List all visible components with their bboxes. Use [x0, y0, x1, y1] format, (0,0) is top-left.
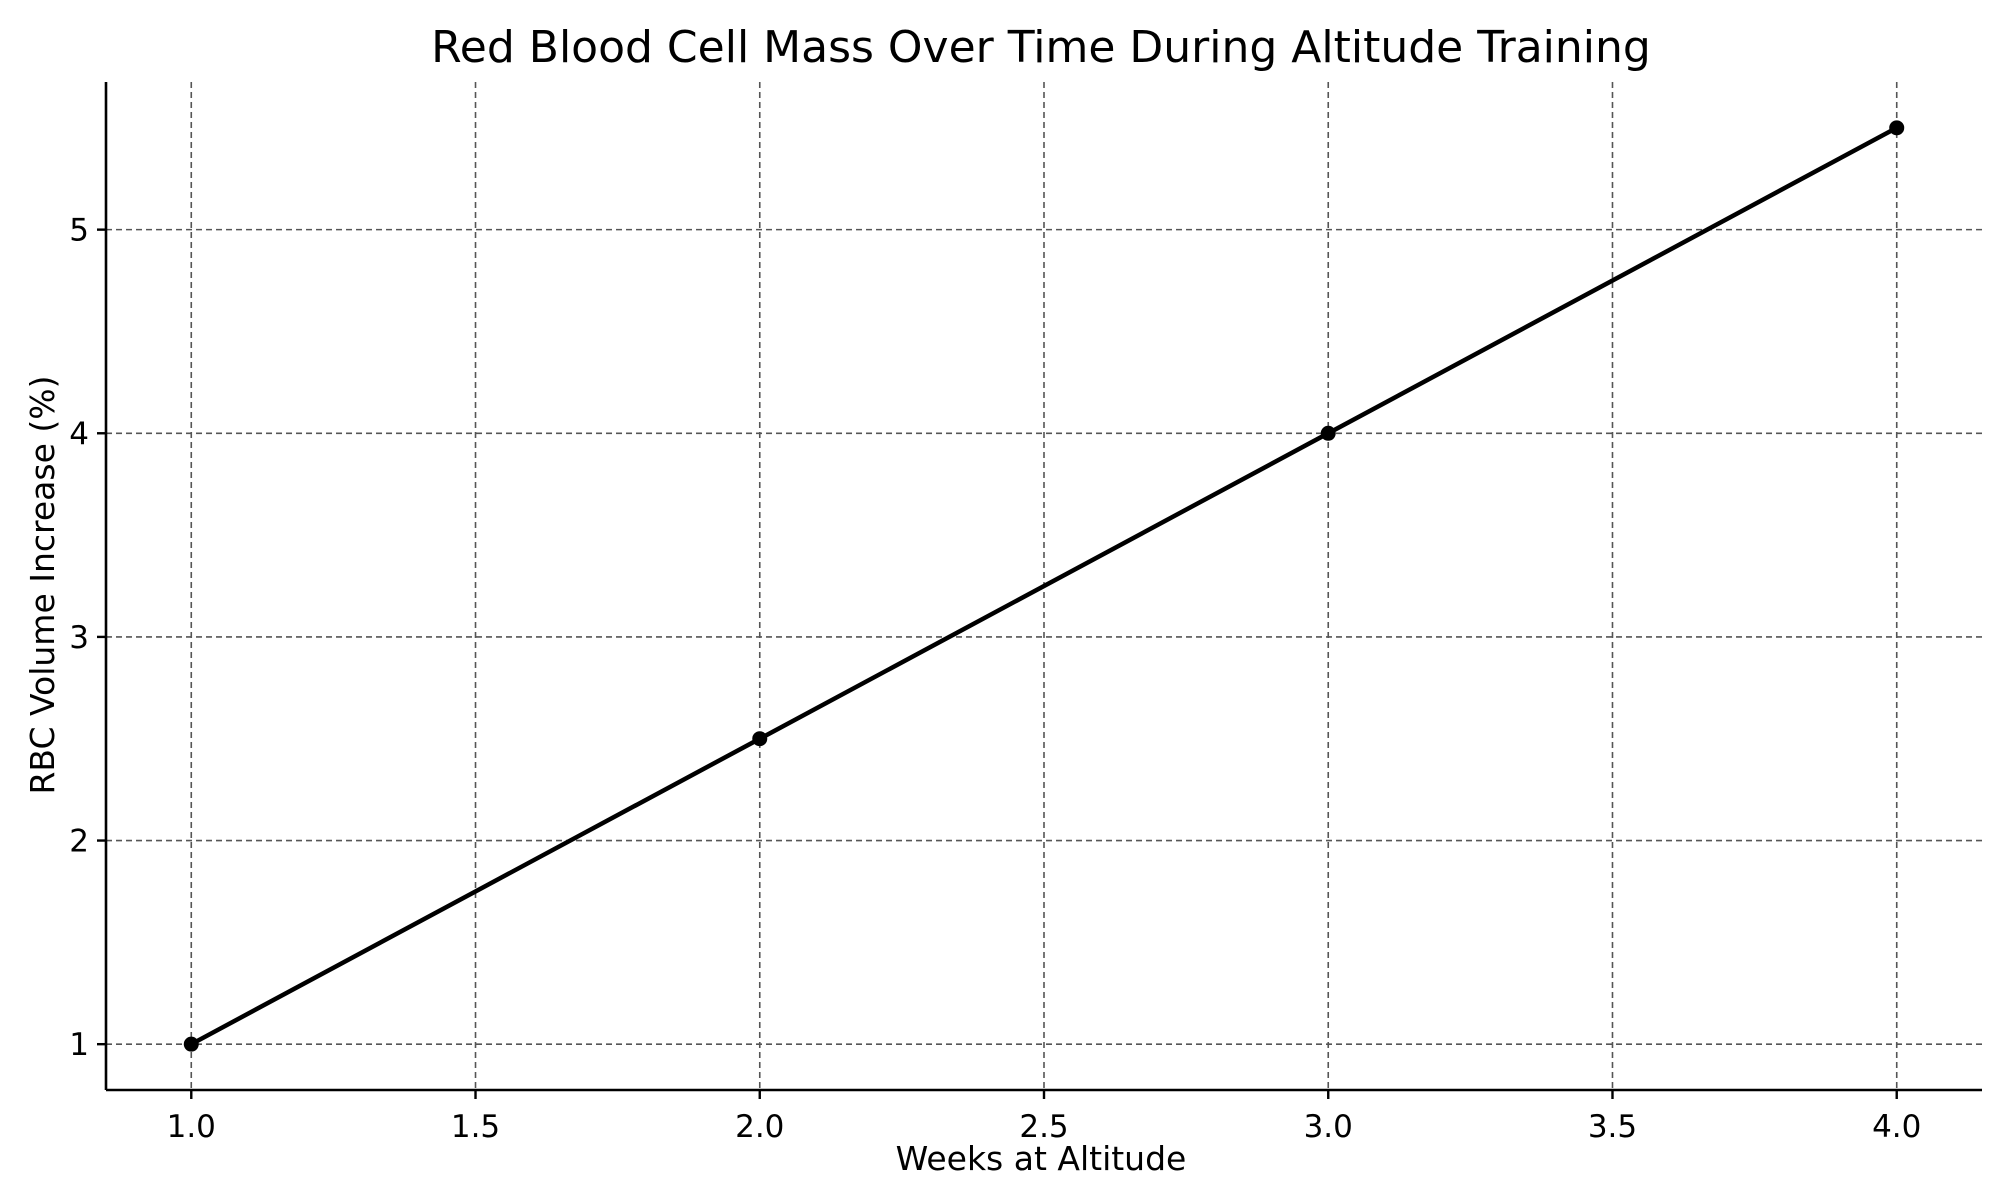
- x-axis-label: Weeks at Altitude: [896, 1139, 1187, 1178]
- data-point: [1889, 120, 1905, 136]
- data-series: [183, 120, 1905, 1052]
- data-point: [752, 731, 768, 747]
- data-point: [183, 1036, 199, 1052]
- x-tick-label: 1.5: [451, 1109, 500, 1145]
- data-point: [1320, 425, 1336, 441]
- x-tick-label: 3.0: [1304, 1109, 1353, 1145]
- y-tick-label: 2: [69, 824, 89, 860]
- y-tick-label: 3: [69, 620, 89, 656]
- y-axis-ticks: 1 2 3 4 5: [69, 213, 106, 1063]
- series-line: [189, 125, 1899, 1047]
- chart-title: Red Blood Cell Mass Over Time During Alt…: [431, 22, 1651, 73]
- x-tick-label: 3.5: [1588, 1109, 1637, 1145]
- x-tick-label: 1.0: [167, 1109, 216, 1145]
- y-tick-label: 1: [69, 1027, 89, 1063]
- x-tick-label: 2.0: [735, 1109, 784, 1145]
- x-tick-label: 4.0: [1872, 1109, 1921, 1145]
- x-axis-ticks: 1.0 1.5 2.0 2.5 3.0 3.5 4.0: [167, 1090, 1921, 1145]
- y-tick-label: 5: [69, 213, 89, 249]
- y-tick-label: 4: [69, 416, 89, 452]
- x-tick-label: 2.5: [1019, 1109, 1068, 1145]
- y-axis-label: RBC Volume Increase (%): [23, 376, 62, 795]
